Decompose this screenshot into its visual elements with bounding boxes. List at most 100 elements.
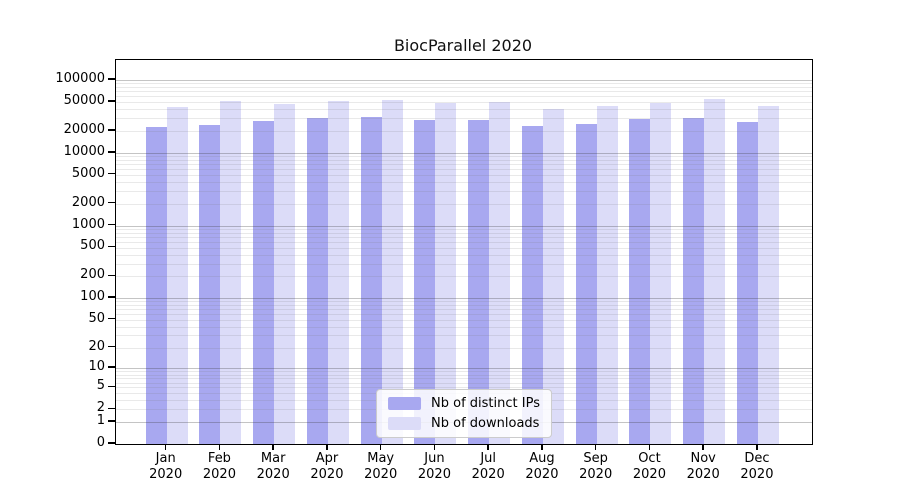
gridline-minor	[116, 263, 812, 265]
legend-label-downloads: Nb of downloads	[431, 416, 540, 431]
gridline-minor	[116, 87, 812, 89]
bar-distinct-ips-dec	[736, 121, 758, 444]
y-tick	[108, 100, 115, 102]
gridline-minor	[116, 387, 812, 389]
x-tick	[594, 444, 597, 450]
bar-distinct-ips-aug	[521, 126, 543, 444]
y-tick-label: 500	[80, 238, 105, 254]
gridline-minor	[116, 83, 812, 85]
legend-swatch-distinct-ips	[388, 397, 422, 410]
gridline-minor	[116, 276, 812, 278]
x-tick-label-nov: Nov 2020	[686, 451, 720, 482]
y-tick-label: 50000	[63, 92, 105, 108]
gridline-minor	[116, 168, 812, 170]
gridline-minor	[116, 374, 812, 376]
y-tick	[108, 172, 115, 175]
x-tick-label-feb: Feb 2020	[202, 451, 236, 482]
y-tick	[108, 407, 115, 409]
y-tick	[108, 78, 115, 80]
x-tick-label-aug: Aug 2020	[525, 451, 559, 482]
x-tick-label-jul: Jul 2020	[471, 451, 505, 482]
gridline-major	[116, 368, 812, 370]
gridline-minor	[116, 241, 812, 243]
gridline-major	[116, 225, 812, 227]
y-tick-label: 50	[88, 310, 105, 326]
gridline-minor	[116, 181, 812, 183]
gridline-minor	[116, 371, 812, 373]
gridline-major	[116, 80, 812, 81]
y-tick-label: 100000	[55, 70, 105, 86]
y-tick	[108, 223, 115, 226]
bar-distinct-ips-sep	[575, 123, 597, 444]
x-tick	[541, 444, 543, 450]
bar-downloads-dec	[757, 106, 779, 444]
x-tick-label-sep: Sep 2020	[579, 451, 613, 482]
gridline-minor	[116, 203, 812, 205]
x-tick-label-oct: Oct 2020	[632, 451, 666, 482]
y-tick-label: 10000	[63, 143, 105, 159]
legend-entry-distinct-ips: Nb of distinct IPs	[388, 396, 540, 411]
x-tick	[218, 444, 221, 450]
y-tick-label: 0	[96, 435, 105, 450]
y-tick-label: 1000	[71, 216, 105, 232]
plot-area: Nb of distinct IPs Nb of downloads	[115, 59, 813, 445]
gridline-minor	[116, 118, 812, 120]
y-tick	[108, 296, 115, 298]
y-tick-label: 20000	[63, 121, 105, 137]
bar-distinct-ips-nov	[683, 117, 705, 444]
bar-downloads-nov	[704, 98, 726, 444]
bar-distinct-ips-may	[360, 117, 382, 444]
legend: Nb of distinct IPs Nb of downloads	[376, 389, 552, 438]
gridline-minor	[116, 236, 812, 238]
bar-distinct-ips-jun	[414, 120, 436, 444]
gridline-minor	[116, 314, 812, 315]
chart-title: BiocParallel 2020	[393, 36, 533, 55]
y-tick	[108, 345, 115, 348]
x-tick	[272, 444, 274, 450]
y-tick-label: 20	[88, 338, 105, 354]
x-tick	[648, 444, 651, 450]
y-tick-label: 2	[96, 400, 105, 416]
y-tick	[108, 420, 115, 422]
gridline-minor	[116, 305, 812, 307]
x-tick	[379, 444, 382, 450]
bar-distinct-ips-oct	[629, 119, 651, 444]
bar-downloads-jan	[166, 106, 188, 444]
x-tick	[326, 444, 328, 450]
y-tick	[108, 201, 115, 204]
gridline-minor	[116, 378, 812, 380]
y-tick	[108, 366, 115, 368]
y-tick	[108, 245, 115, 248]
gridlines-layer	[116, 60, 812, 444]
y-tick	[108, 385, 115, 388]
x-tick	[756, 444, 758, 450]
gridline-minor	[116, 96, 812, 98]
x-tick	[702, 444, 704, 450]
gridline-major	[116, 298, 812, 300]
gridline-minor	[116, 174, 812, 176]
bar-downloads-may	[381, 100, 403, 444]
gridline-major	[116, 152, 812, 154]
legend-swatch-downloads	[388, 417, 422, 430]
gridline-minor	[116, 382, 812, 384]
gridline-minor	[116, 301, 812, 303]
y-tick	[108, 317, 115, 320]
y-tick-label: 5	[96, 378, 105, 394]
bar-downloads-apr	[327, 100, 349, 444]
y-tick-label: 200	[80, 267, 105, 283]
gridline-minor	[116, 319, 812, 321]
y-tick-label: 10	[88, 359, 105, 375]
legend-label-distinct-ips: Nb of distinct IPs	[431, 396, 540, 411]
gridline-minor	[116, 228, 812, 230]
gridline-minor	[116, 347, 812, 349]
y-tick	[108, 151, 115, 153]
bar-distinct-ips-jul	[468, 120, 490, 444]
y-tick	[108, 442, 115, 444]
bar-downloads-oct	[650, 103, 672, 444]
gridline-minor	[116, 109, 812, 110]
y-tick-label: 1	[96, 413, 105, 429]
x-tick-label-jun: Jun 2020	[417, 451, 451, 482]
gridline-minor	[116, 101, 812, 103]
bar-downloads-mar	[274, 104, 296, 444]
